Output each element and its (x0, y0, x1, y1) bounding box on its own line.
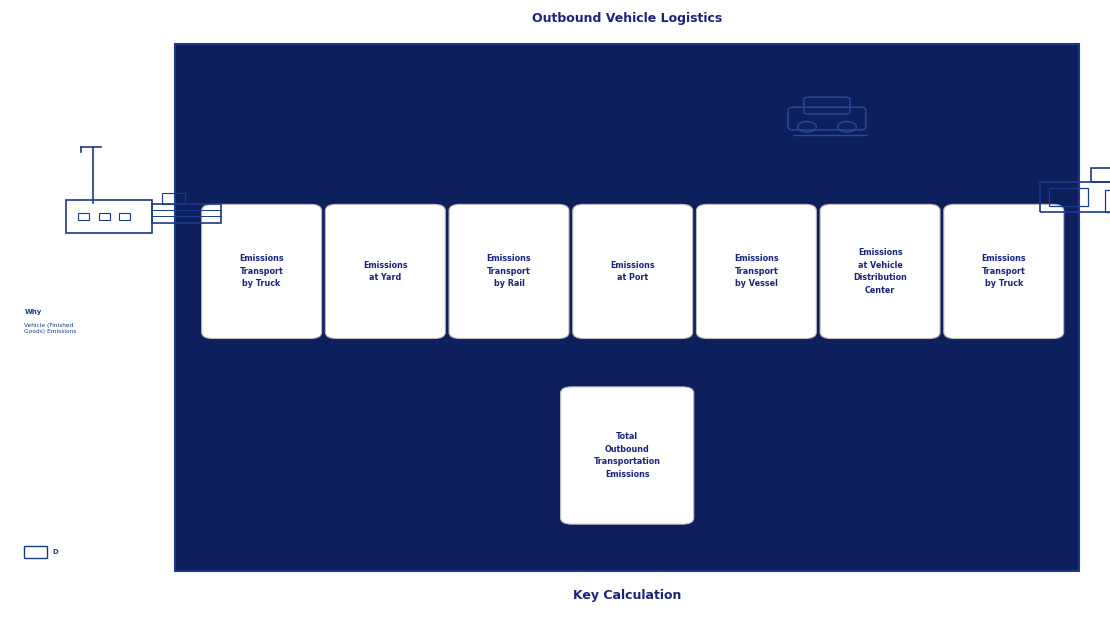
Bar (99, 213, 110, 220)
Text: D: D (52, 549, 58, 555)
Bar (162, 193, 185, 203)
Text: Key Calculation: Key Calculation (573, 590, 682, 602)
FancyBboxPatch shape (325, 205, 445, 339)
FancyBboxPatch shape (561, 387, 694, 524)
Text: Emissions
at Port: Emissions at Port (610, 261, 655, 282)
Text: Emissions
at Yard: Emissions at Yard (363, 261, 407, 282)
Text: Why: Why (24, 309, 42, 315)
FancyBboxPatch shape (573, 205, 693, 339)
Bar (1049, 188, 1088, 205)
Text: Outbound Vehicle Logistics: Outbound Vehicle Logistics (532, 12, 723, 25)
Text: Emissions
Transport
by Truck: Emissions Transport by Truck (240, 255, 284, 288)
FancyBboxPatch shape (820, 205, 940, 339)
FancyBboxPatch shape (175, 44, 1079, 571)
Bar (1091, 168, 1110, 182)
FancyBboxPatch shape (696, 205, 816, 339)
Bar (151, 203, 222, 223)
Bar (65, 200, 151, 233)
Text: Total
Outbound
Transportation
Emissions: Total Outbound Transportation Emissions (594, 432, 660, 479)
Bar (24, 546, 47, 558)
Text: Emissions
at Vehicle
Distribution
Center: Emissions at Vehicle Distribution Center (854, 248, 907, 295)
FancyBboxPatch shape (944, 205, 1063, 339)
Bar (119, 213, 130, 220)
Bar (1040, 182, 1110, 212)
Text: Emissions
Transport
by Rail: Emissions Transport by Rail (486, 255, 532, 288)
FancyBboxPatch shape (202, 205, 322, 339)
Text: Vehicle (Finished
Goods) Emissions: Vehicle (Finished Goods) Emissions (24, 323, 77, 334)
Text: Emissions
Transport
by Truck: Emissions Transport by Truck (981, 255, 1026, 288)
Text: Emissions
Transport
by Vessel: Emissions Transport by Vessel (734, 255, 779, 288)
FancyBboxPatch shape (450, 205, 569, 339)
Bar (79, 213, 89, 220)
Bar (1104, 190, 1110, 212)
